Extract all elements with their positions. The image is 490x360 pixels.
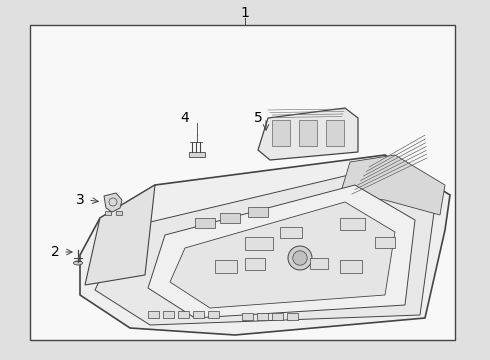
Bar bbox=[195, 218, 215, 228]
Circle shape bbox=[288, 246, 312, 270]
Text: 5: 5 bbox=[254, 111, 262, 125]
Polygon shape bbox=[258, 108, 358, 160]
Bar bbox=[375, 237, 395, 248]
Bar bbox=[193, 311, 204, 318]
Bar bbox=[116, 211, 122, 215]
Text: 1: 1 bbox=[241, 6, 249, 20]
Ellipse shape bbox=[74, 261, 82, 265]
Bar bbox=[310, 258, 328, 269]
Polygon shape bbox=[340, 155, 445, 215]
Text: 2: 2 bbox=[50, 245, 59, 259]
Bar bbox=[163, 311, 174, 318]
Bar bbox=[272, 313, 283, 320]
Bar bbox=[208, 311, 219, 318]
Bar bbox=[326, 120, 344, 146]
Bar bbox=[215, 260, 237, 273]
Bar bbox=[178, 311, 189, 318]
Bar bbox=[272, 120, 290, 146]
Bar bbox=[148, 311, 159, 318]
Bar bbox=[280, 227, 302, 238]
Polygon shape bbox=[170, 202, 395, 308]
Bar bbox=[30, 25, 455, 340]
Polygon shape bbox=[104, 193, 122, 212]
Bar bbox=[220, 213, 240, 223]
Bar bbox=[245, 258, 265, 270]
Text: 3: 3 bbox=[75, 193, 84, 207]
Bar bbox=[245, 237, 273, 250]
Bar bbox=[248, 207, 268, 217]
Bar bbox=[287, 313, 298, 320]
Bar bbox=[242, 313, 253, 320]
Bar bbox=[340, 218, 365, 230]
Circle shape bbox=[293, 251, 307, 265]
Polygon shape bbox=[148, 185, 415, 318]
Bar bbox=[257, 313, 268, 320]
Bar bbox=[340, 260, 362, 273]
Text: 4: 4 bbox=[181, 111, 189, 125]
Polygon shape bbox=[80, 155, 450, 335]
Bar bbox=[299, 120, 317, 146]
Polygon shape bbox=[85, 185, 155, 285]
Bar bbox=[105, 211, 111, 215]
Bar bbox=[189, 152, 205, 157]
Polygon shape bbox=[95, 170, 435, 325]
